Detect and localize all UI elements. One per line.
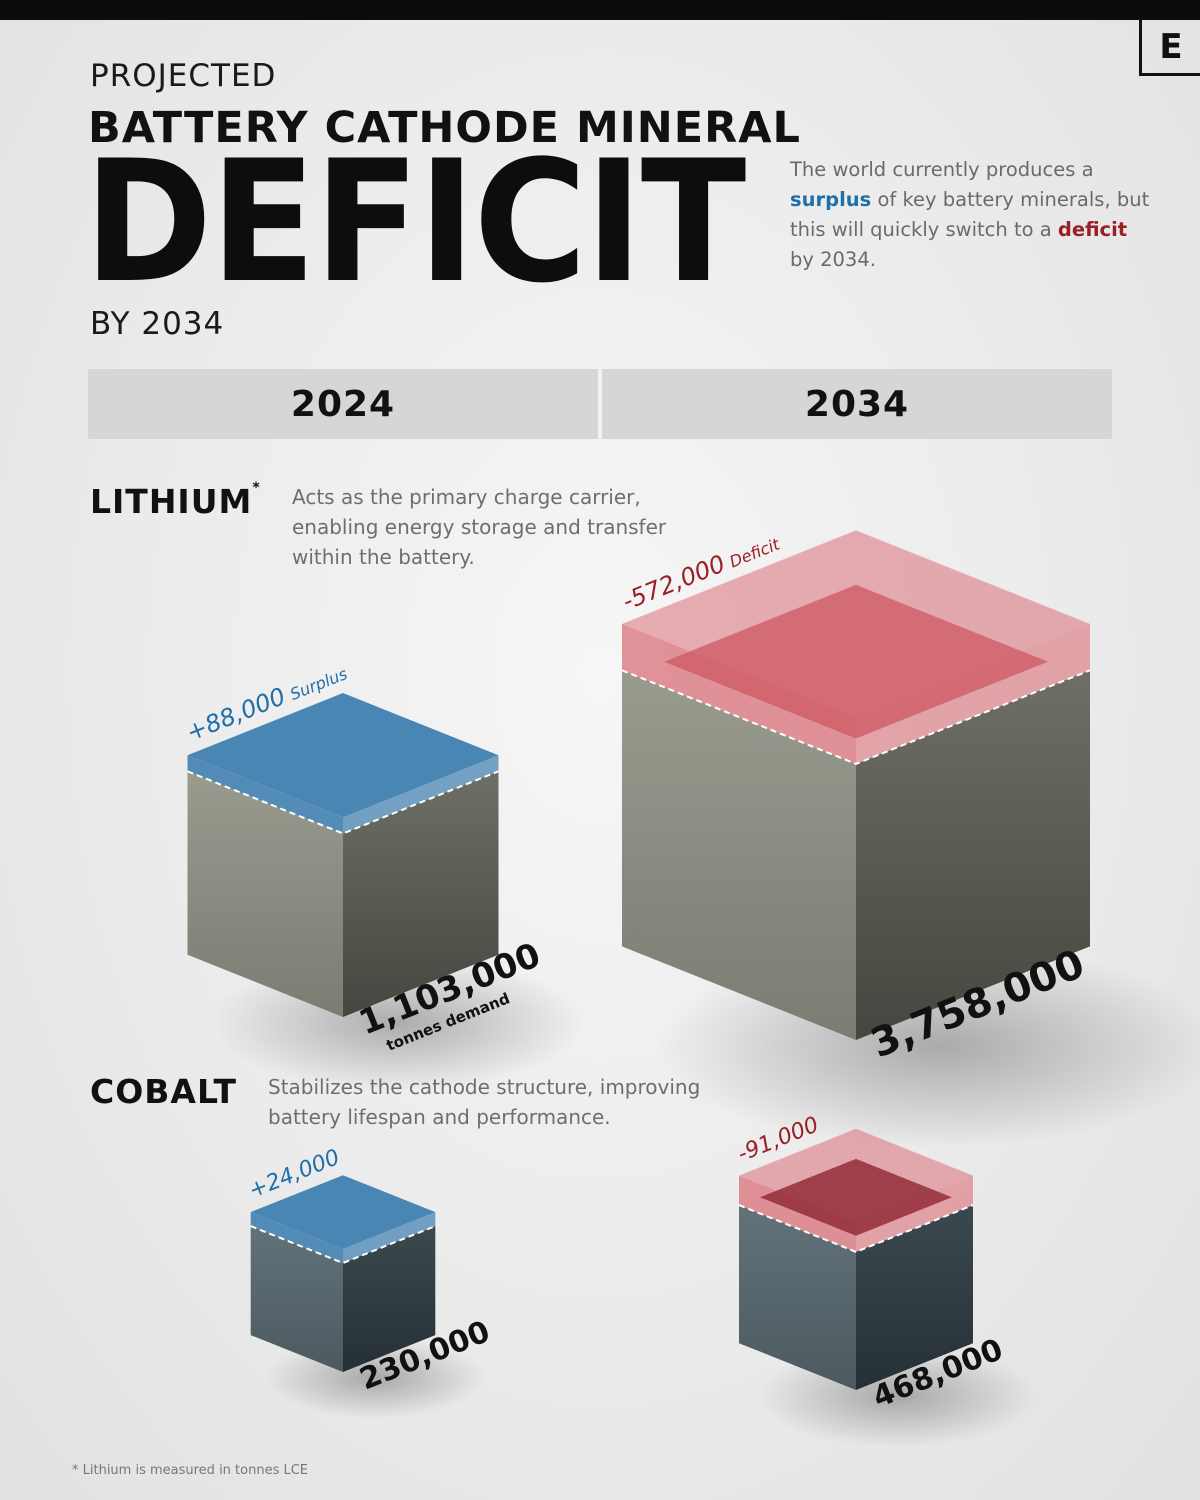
surplus-divider-cobalt-2024 bbox=[250, 1225, 436, 1265]
deficit-divider-lithium-2034 bbox=[621, 669, 1091, 765]
page-title-large: DEFICIT bbox=[84, 124, 746, 320]
cube-left-face-cobalt-2024 bbox=[250, 1226, 343, 1372]
surplus-top-cobalt-2024 bbox=[250, 1175, 436, 1249]
mineral-name-lithium: LITHIUM* bbox=[90, 480, 261, 521]
intro-part-2: of key battery minerals, but this will q… bbox=[790, 188, 1150, 241]
cube-right-face-cobalt-2034 bbox=[856, 1205, 973, 1390]
cube-left-face-cobalt-2034 bbox=[739, 1205, 856, 1390]
cube-left-face-lithium-2034 bbox=[622, 670, 856, 1040]
intro-deficit-word: deficit bbox=[1057, 218, 1128, 241]
brand-logo: E bbox=[1139, 18, 1200, 76]
cube-right-face-cobalt-2024 bbox=[343, 1226, 436, 1372]
surplus-side-left-lithium-2024 bbox=[187, 755, 343, 834]
mineral-description-lithium: Acts as the primary charge carrier, enab… bbox=[292, 485, 667, 569]
intro-surplus-word: surplus bbox=[790, 188, 872, 211]
title-year: BY 2034 bbox=[90, 306, 225, 342]
deficit-inner-top-cobalt-2034 bbox=[760, 1158, 952, 1236]
top-bar bbox=[0, 0, 1200, 20]
title-kicker: PROJECTED bbox=[90, 58, 277, 94]
surplus-side-left-cobalt-2024 bbox=[250, 1212, 343, 1263]
page-title: BATTERY CATHODE MINERAL bbox=[88, 103, 801, 153]
year-header-2024: 2024 bbox=[88, 369, 598, 439]
year-header-2034: 2034 bbox=[602, 369, 1112, 439]
surplus-side-right-lithium-2024 bbox=[343, 755, 499, 834]
surplus-divider-lithium-2024 bbox=[187, 770, 499, 835]
surplus-top-lithium-2024 bbox=[187, 693, 499, 818]
footnote-marker: * bbox=[252, 480, 261, 496]
surplus-side-right-cobalt-2024 bbox=[343, 1212, 436, 1263]
intro-part-3: by 2034. bbox=[790, 248, 876, 271]
deficit-divider-cobalt-2034 bbox=[738, 1204, 974, 1253]
deficit-inner-top-lithium-2034 bbox=[664, 584, 1048, 739]
intro-text: The world currently produces a surplus o… bbox=[790, 155, 1150, 275]
footnote: * Lithium is measured in tonnes LCE bbox=[72, 1463, 309, 1478]
cube-right-face-lithium-2024 bbox=[343, 771, 499, 1017]
intro-part-1: The world currently produces a bbox=[790, 158, 1094, 181]
cube-right-face-lithium-2034 bbox=[856, 670, 1090, 1040]
cube-left-face-lithium-2024 bbox=[187, 771, 343, 1017]
mineral-name-cobalt: COBALT bbox=[90, 1072, 238, 1111]
mineral-name-lithium-text: LITHIUM bbox=[90, 482, 253, 521]
